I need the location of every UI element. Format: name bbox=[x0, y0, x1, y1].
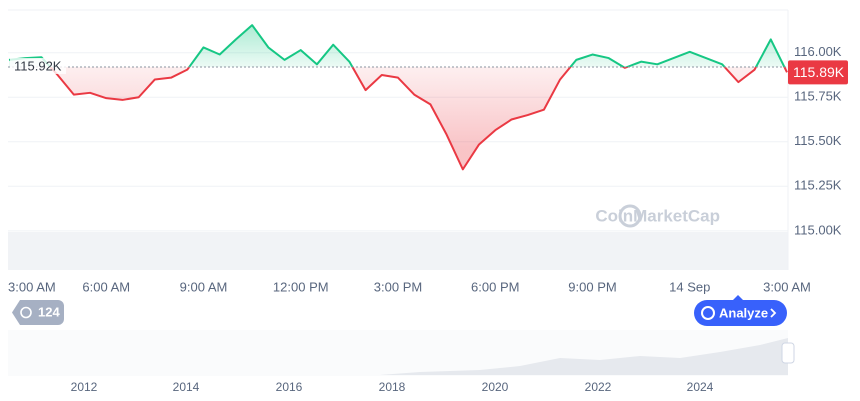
navigator-area bbox=[8, 338, 788, 375]
last-price-label: 115.89K bbox=[793, 64, 845, 80]
badge-count: 124 bbox=[38, 304, 60, 319]
x-tick-label: 6:00 AM bbox=[82, 279, 130, 294]
badge-icon bbox=[20, 306, 32, 319]
y-tick-label: 115.50K bbox=[794, 133, 842, 148]
x-tick-label: 12:00 PM bbox=[273, 279, 329, 294]
x-tick-label: 3:00 AM bbox=[8, 279, 56, 294]
navigator-handle[interactable] bbox=[781, 342, 795, 364]
button-pointer bbox=[733, 295, 743, 300]
navigator bbox=[8, 330, 795, 376]
navigator-year: 2024 bbox=[687, 380, 714, 394]
volume-band bbox=[8, 232, 788, 270]
button-icon bbox=[701, 306, 715, 320]
baseline-label: 115.92K bbox=[14, 58, 62, 73]
y-tick-label: 115.75K bbox=[794, 89, 842, 104]
last-price-bg bbox=[788, 60, 848, 85]
y-tick-label: 115.25K bbox=[794, 178, 842, 193]
analyze-button[interactable]: Analyze bbox=[694, 300, 787, 326]
x-tick-label: 9:00 AM bbox=[180, 279, 228, 294]
button-label: Analyze bbox=[719, 305, 768, 320]
x-tick-label: 3:00 PM bbox=[374, 279, 422, 294]
y-tick-label: 115.00K bbox=[794, 222, 842, 237]
navigator-year: 2020 bbox=[482, 380, 509, 394]
watermark-logo bbox=[618, 204, 642, 228]
navigator-year: 2022 bbox=[585, 380, 612, 394]
watermark: CoinMarketCap bbox=[595, 206, 720, 225]
button-chevron bbox=[770, 308, 777, 318]
badge[interactable]: 124 bbox=[12, 300, 64, 325]
badge-shape bbox=[12, 300, 64, 325]
x-tick-label: 6:00 PM bbox=[471, 279, 519, 294]
navigator-year: 2018 bbox=[379, 380, 406, 394]
price-area bbox=[9, 25, 787, 170]
y-tick-label: 116.00K bbox=[794, 44, 842, 59]
button-bg bbox=[694, 300, 787, 326]
price-line bbox=[8, 24, 788, 171]
navigator-year: 2012 bbox=[71, 380, 98, 394]
x-tick-label: 3:00 AM bbox=[763, 279, 811, 294]
baseline-label-bg bbox=[10, 57, 66, 74]
x-tick-label: 14 Sep bbox=[669, 279, 710, 294]
navigator-year: 2014 bbox=[173, 380, 200, 394]
x-tick-label: 9:00 PM bbox=[568, 279, 616, 294]
navigator-year: 2016 bbox=[276, 380, 303, 394]
